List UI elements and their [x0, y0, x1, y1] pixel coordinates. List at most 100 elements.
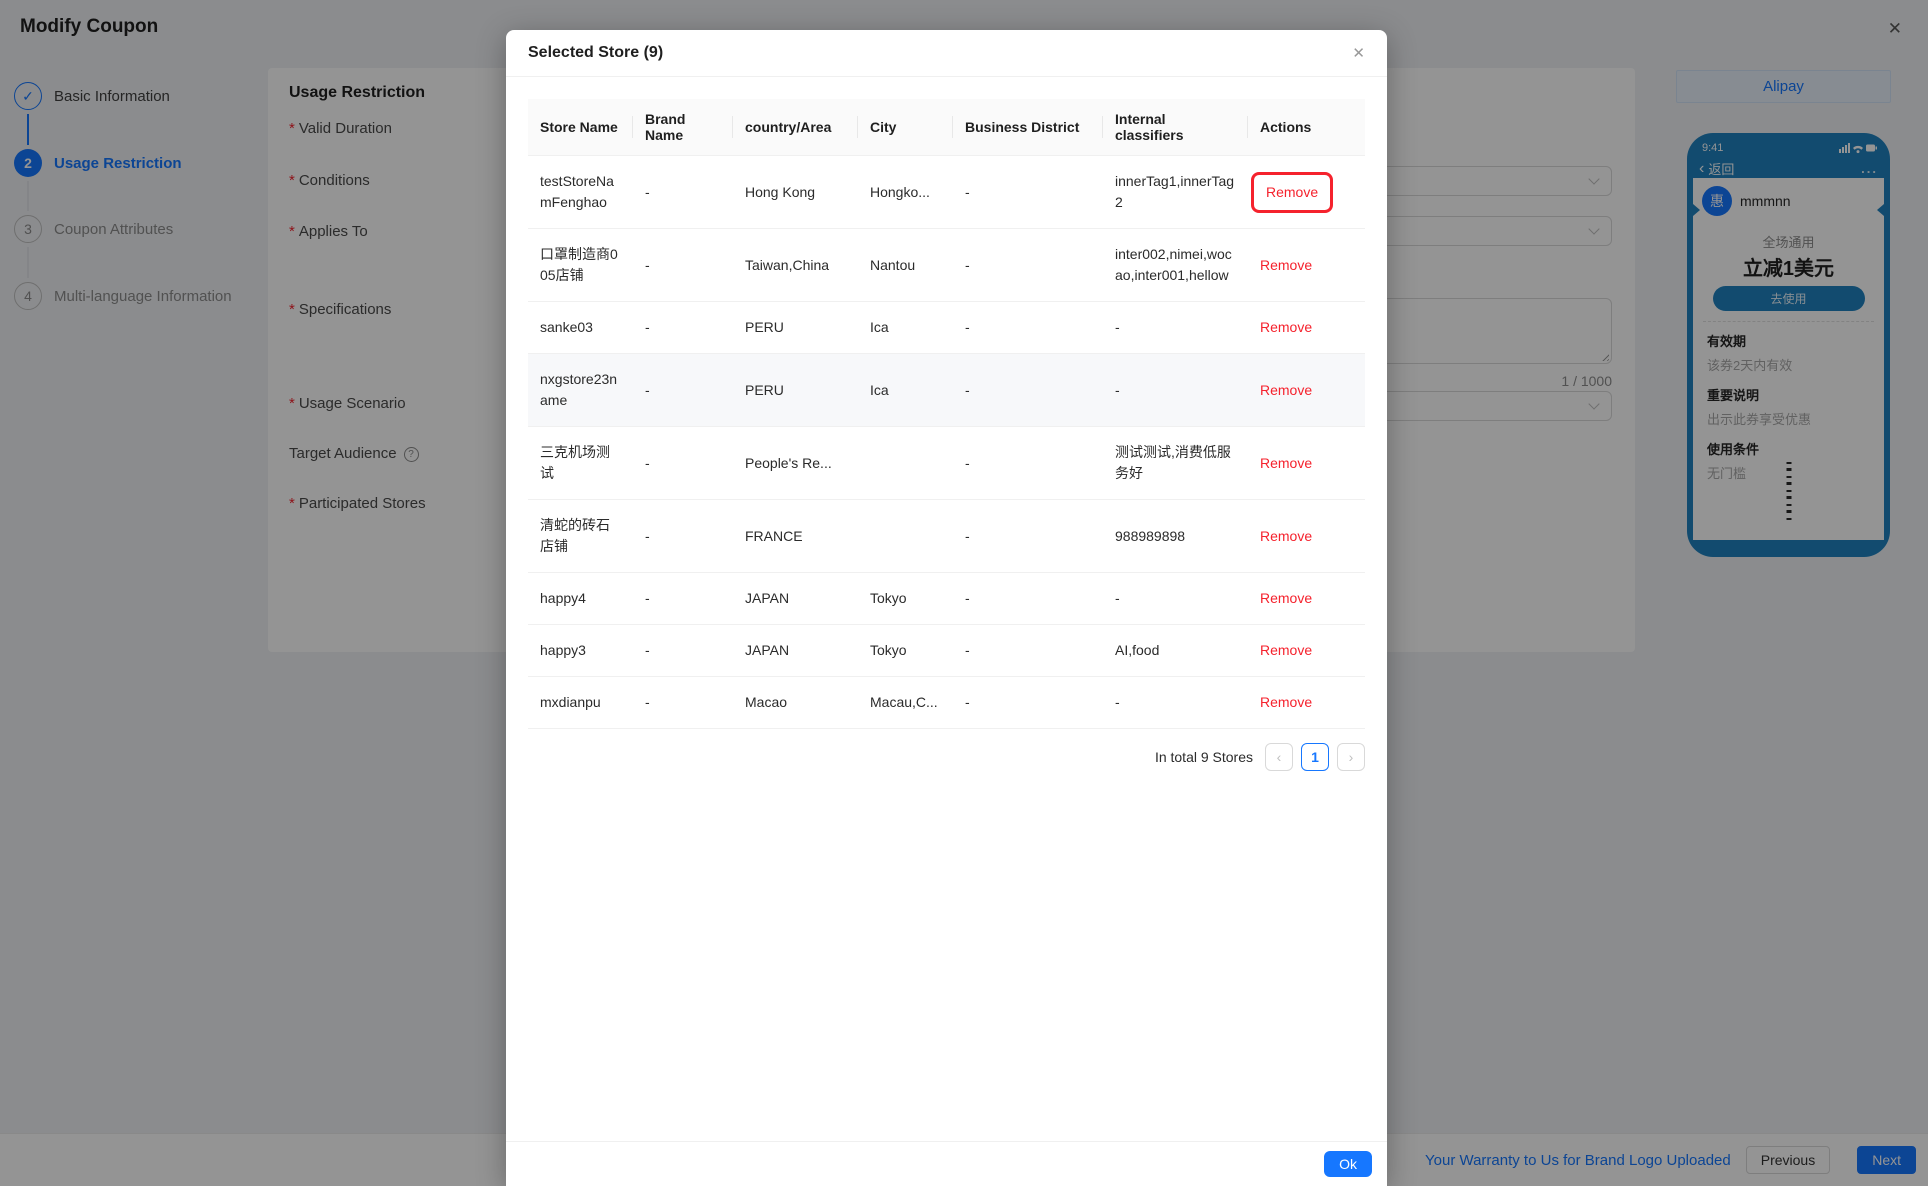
- ok-button[interactable]: Ok: [1324, 1151, 1372, 1177]
- table-row: sanke03- PERU Ica - - Remove: [528, 301, 1365, 354]
- modal-footer: Ok: [506, 1141, 1387, 1186]
- cell-store: testStoreNamFenghao: [528, 155, 633, 229]
- phone-preview: 9:41 ‹ 返回 ... 惠 mmmnn 全场通用: [1687, 133, 1890, 557]
- required-asterisk: *: [289, 495, 295, 512]
- required-asterisk: *: [289, 395, 295, 412]
- remove-link[interactable]: Remove: [1260, 527, 1313, 544]
- previous-button[interactable]: Previous: [1745, 1146, 1831, 1174]
- form-label-text: Valid Duration: [298, 120, 392, 137]
- form-label-conditions: * Conditions: [289, 172, 370, 189]
- barcode: [1786, 462, 1791, 522]
- table-row: 口罩制造商005店铺 - Taiwan,China Nantou - inter002,n…: [528, 228, 1365, 302]
- remove-link[interactable]: Remove: [1260, 642, 1313, 658]
- cell-brand: -: [633, 624, 733, 677]
- cell-country: PERU: [733, 353, 858, 427]
- pagination-prev-icon[interactable]: ‹: [1265, 743, 1293, 771]
- remove-link[interactable]: Remove: [1260, 590, 1313, 606]
- step-basic-information[interactable]: ✓ Basic Information: [14, 82, 170, 110]
- coupon-section-desc: 出示此券享受优惠: [1707, 412, 1812, 427]
- phone-nav-bar: ‹ 返回 ...: [1699, 159, 1878, 178]
- cell-actions: Remove: [1248, 228, 1365, 302]
- cell-city: Nantou: [858, 228, 953, 302]
- cell-district: -: [953, 624, 1103, 677]
- perforation-notch: [1693, 204, 1700, 216]
- char-counter: 1 / 1000: [1561, 373, 1612, 389]
- phone-back-label: 返回: [1708, 162, 1735, 177]
- table-row: nxgstore23name - PERU Ica - - Remove: [528, 353, 1365, 427]
- cell-classifiers: 988989898: [1103, 499, 1248, 573]
- cell-country: Taiwan,China: [733, 228, 858, 302]
- step-usage-restriction[interactable]: 2 Usage Restriction: [14, 149, 182, 177]
- cell-district: -: [953, 155, 1103, 229]
- cell-brand: -: [633, 353, 733, 427]
- remove-link[interactable]: Remove: [1251, 171, 1334, 213]
- cell-brand: -: [633, 228, 733, 302]
- cell-store: nxgstore23name: [528, 353, 633, 427]
- table-row: happy3- JAPAN Tokyo - AI,food Remove: [528, 624, 1365, 677]
- modal-close-icon[interactable]: ✕: [1352, 44, 1365, 62]
- column-header-city: City: [858, 99, 953, 156]
- coupon-section-title: 重要说明: [1707, 388, 1760, 403]
- step-connector: [27, 114, 29, 145]
- step-circle: 4: [14, 282, 42, 310]
- required-asterisk: *: [289, 301, 295, 318]
- remove-link[interactable]: Remove: [1260, 319, 1313, 335]
- cell-actions: Remove: [1248, 676, 1365, 729]
- cell-actions: Remove: [1248, 426, 1365, 500]
- page-close-icon[interactable]: ✕: [1887, 19, 1902, 38]
- form-label-text: Target Audience: [289, 445, 397, 462]
- perforation-notch: [1877, 204, 1884, 216]
- cell-actions: Remove: [1248, 155, 1365, 229]
- step-circle: 3: [14, 215, 42, 243]
- step-connector: [27, 181, 29, 211]
- selected-stores-table: Store Name Brand Name country/Area City Busi…: [528, 99, 1365, 729]
- cell-district: -: [953, 353, 1103, 427]
- cell-classifiers: -: [1103, 353, 1248, 427]
- remove-link[interactable]: Remove: [1260, 256, 1313, 273]
- step-coupon-attributes[interactable]: 3 Coupon Attributes: [14, 215, 173, 243]
- signal-wifi-battery-icon: [1839, 142, 1877, 153]
- table-row: 清蛇的砖石店铺 - FRANCE -988989898 Remove: [528, 499, 1365, 573]
- warranty-link[interactable]: Your Warranty to Us for Brand Logo Uploa…: [1425, 1151, 1731, 1169]
- cell-classifiers: AI,food: [1103, 624, 1248, 677]
- table-row: happy4- JAPAN Tokyo - - Remove: [528, 572, 1365, 625]
- question-circle-icon[interactable]: ?: [403, 447, 419, 462]
- cell-classifiers: -: [1103, 301, 1248, 354]
- cell-actions: Remove: [1248, 624, 1365, 677]
- step-circle: ✓: [14, 82, 42, 110]
- cell-district: -: [953, 228, 1103, 302]
- form-label-text: Usage Scenario: [298, 395, 406, 412]
- use-coupon-button: 去使用: [1712, 286, 1865, 311]
- step-circle: 2: [14, 149, 42, 177]
- remove-link[interactable]: Remove: [1260, 694, 1313, 710]
- remove-link[interactable]: Remove: [1260, 381, 1313, 398]
- cell-brand: -: [633, 155, 733, 229]
- form-label-applies-to: * Applies To: [289, 223, 368, 240]
- required-asterisk: *: [289, 223, 295, 240]
- required-asterisk: *: [289, 172, 295, 189]
- resize-handle[interactable]: [1600, 352, 1609, 361]
- cell-actions: Remove: [1248, 301, 1365, 354]
- cell-city: Ica: [858, 301, 953, 354]
- cell-actions: Remove: [1248, 499, 1365, 573]
- step-label: Coupon Attributes: [54, 220, 174, 238]
- remove-link[interactable]: Remove: [1260, 454, 1313, 471]
- modal-title: Selected Store (9): [528, 44, 664, 61]
- cell-classifiers: innerTag1,innerTag2: [1103, 155, 1248, 229]
- cell-country: FRANCE: [733, 499, 858, 573]
- phone-status-bar: 9:41: [1702, 142, 1877, 154]
- cell-district: -: [953, 572, 1103, 625]
- coupon-header: 惠 mmmnn: [1702, 185, 1875, 217]
- pagination-total: In total 9 Stores: [1154, 749, 1253, 765]
- cell-country: JAPAN: [733, 624, 858, 677]
- column-header-internal-classifiers: Internal classifiers: [1103, 99, 1248, 156]
- step-multi-language-information[interactable]: 4 Multi-language Information: [14, 282, 232, 310]
- tab-alipay[interactable]: Alipay: [1676, 70, 1891, 103]
- pagination-page-1[interactable]: 1: [1301, 743, 1329, 771]
- cell-store: sanke03: [528, 301, 633, 354]
- pagination-next-icon[interactable]: ›: [1337, 743, 1365, 771]
- form-label-target-audience: Target Audience?: [289, 445, 419, 462]
- coupon-section-title: 有效期: [1707, 334, 1747, 349]
- next-button[interactable]: Next: [1857, 1146, 1916, 1174]
- merchant-name: mmmnn: [1740, 193, 1791, 209]
